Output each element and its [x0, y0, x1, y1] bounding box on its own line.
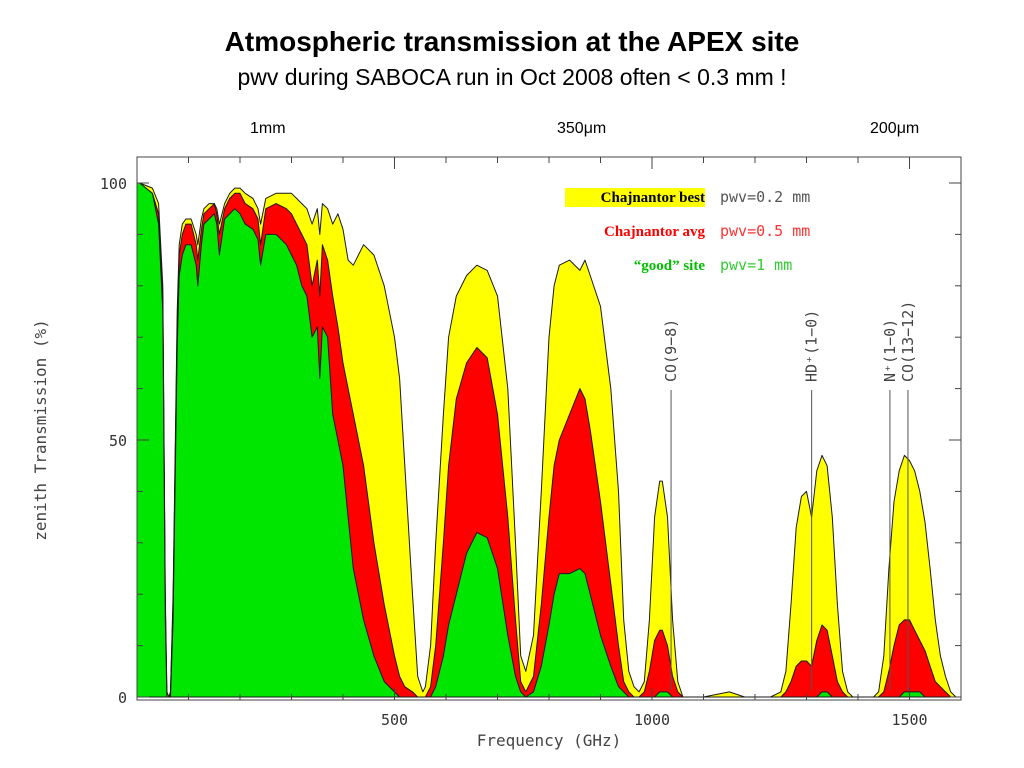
x-tick-label: 1500	[891, 711, 927, 729]
series-area-2	[136, 182, 957, 698]
legend: Chajnantor best pwv=0.2 mm Chajnantor avg p…	[565, 188, 810, 274]
annotation-label: N⁺(1−0)	[881, 319, 899, 382]
chart-title: Atmospheric transmission at the APEX sit…	[224, 26, 800, 57]
y-tick-label: 50	[109, 432, 127, 450]
wavelength-label-200um: 200μm	[870, 120, 920, 137]
x-axis-label: Frequency (GHz)	[477, 731, 622, 750]
series-areas	[136, 182, 957, 698]
legend-pwv: pwv=1 mm	[720, 256, 792, 274]
y-tick-label: 100	[100, 175, 127, 193]
legend-name: Chajnantor avg	[604, 224, 705, 240]
wavelength-label-1mm: 1mm	[250, 120, 286, 137]
wavelength-label-350um: 350μm	[557, 120, 607, 137]
legend-pwv: pwv=0.5 mm	[720, 222, 810, 240]
axes: 0 50 100 500 1000 1500 Frequency (GHz) zenith T…	[31, 156, 962, 750]
legend-highlight	[565, 188, 705, 207]
legend-name: “good” site	[634, 258, 706, 274]
annotation-label: CO(13−12)	[899, 301, 917, 382]
legend-name: Chajnantor best	[601, 190, 705, 206]
annotation-label: CO(9−8)	[662, 319, 680, 382]
line-annotations: CO(9−8) HD⁺(1−0) N⁺(1−0) CO(13−12)	[662, 301, 917, 690]
legend-pwv: pwv=0.2 mm	[720, 188, 810, 206]
chart-subtitle: pwv during SABOCA run in Oct 2008 often …	[237, 64, 787, 90]
x-tick-label: 500	[381, 711, 408, 729]
y-tick-label: 0	[118, 689, 127, 707]
x-tick-label: 1000	[634, 711, 670, 729]
y-axis-label: zenith Transmission (%)	[31, 319, 50, 541]
annotation-label: HD⁺(1−0)	[803, 310, 821, 382]
